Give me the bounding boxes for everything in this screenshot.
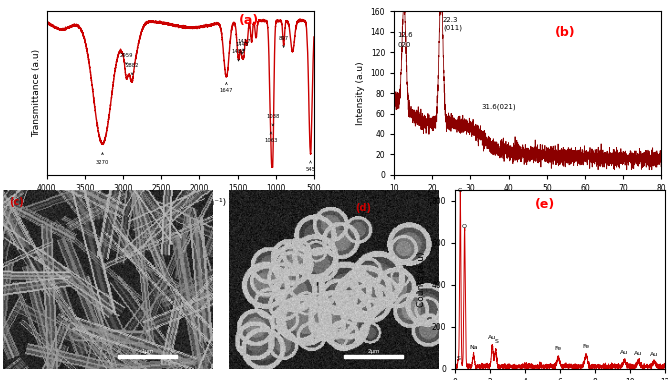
Text: 1063: 1063 xyxy=(265,132,278,143)
Y-axis label: Counts (a.u): Counts (a.u) xyxy=(418,252,426,307)
Text: 12.6: 12.6 xyxy=(397,32,413,38)
Text: Fe: Fe xyxy=(554,346,562,351)
Text: O: O xyxy=(462,224,467,229)
Text: (d): (d) xyxy=(355,203,371,214)
Text: 897: 897 xyxy=(279,36,289,48)
Text: C: C xyxy=(458,188,462,193)
Bar xyxy=(345,355,403,358)
Text: 1417: 1417 xyxy=(237,39,250,51)
Text: (e): (e) xyxy=(535,198,555,211)
Text: 2882: 2882 xyxy=(126,63,139,75)
X-axis label: Wavenumber (cm⁻¹): Wavenumber (cm⁻¹) xyxy=(134,198,226,207)
Text: Fe: Fe xyxy=(582,344,590,348)
Text: 545: 545 xyxy=(305,161,315,172)
Text: (b): (b) xyxy=(554,26,575,39)
Text: 1647: 1647 xyxy=(220,82,233,93)
Text: (a): (a) xyxy=(239,14,259,27)
Bar xyxy=(118,355,177,358)
Text: Au: Au xyxy=(488,335,496,340)
X-axis label: 2θ (Degree): 2θ (Degree) xyxy=(501,198,554,207)
Text: 31.6(021): 31.6(021) xyxy=(482,103,516,110)
Text: 2959: 2959 xyxy=(120,52,133,65)
Text: 1038: 1038 xyxy=(267,114,280,126)
Text: 1443: 1443 xyxy=(235,42,248,54)
Text: 22.3: 22.3 xyxy=(443,17,458,23)
Y-axis label: Intensity (a.u): Intensity (a.u) xyxy=(356,61,365,125)
Text: 2μm: 2μm xyxy=(367,350,380,355)
Y-axis label: Transmittance (a.u): Transmittance (a.u) xyxy=(32,49,41,137)
Text: 1488: 1488 xyxy=(232,49,245,61)
Text: Au: Au xyxy=(650,352,659,357)
Text: 3270: 3270 xyxy=(96,153,109,165)
Text: Au: Au xyxy=(635,351,643,356)
Text: Au: Au xyxy=(621,350,629,355)
Text: Na: Na xyxy=(469,345,478,350)
Text: 020: 020 xyxy=(397,42,411,48)
Text: S: S xyxy=(494,339,498,344)
Text: S: S xyxy=(456,356,460,361)
Text: 1μm: 1μm xyxy=(142,350,154,355)
Text: (c): (c) xyxy=(9,197,24,207)
Text: (011): (011) xyxy=(443,25,462,31)
